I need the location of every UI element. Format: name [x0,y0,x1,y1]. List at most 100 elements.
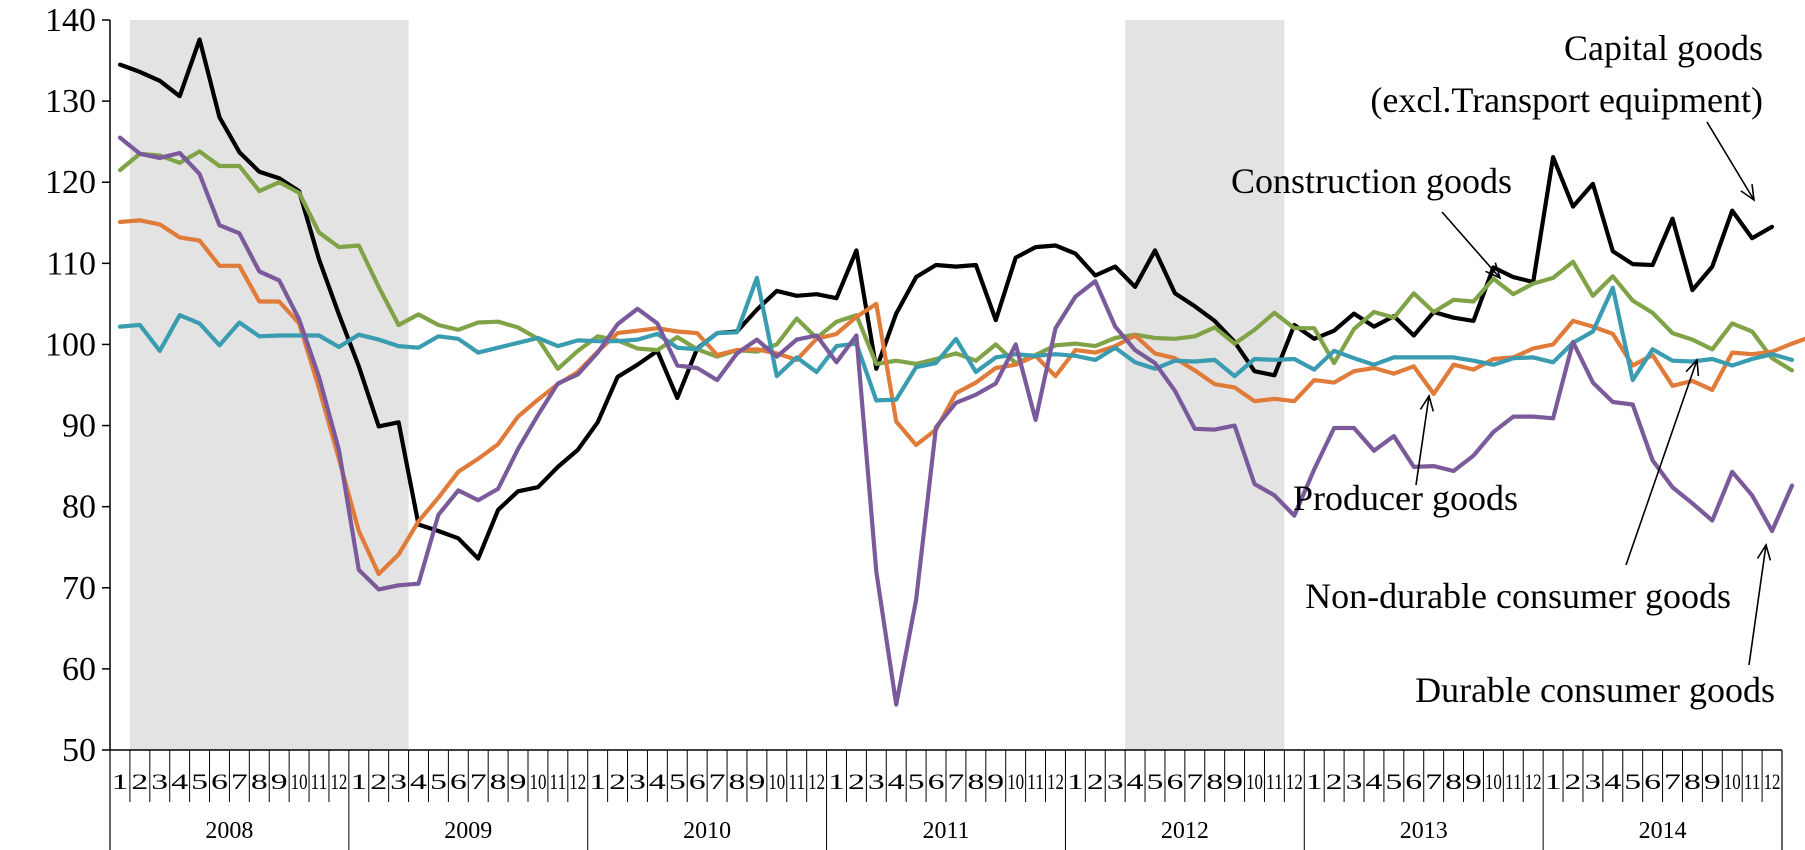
x-month-label: 9 [271,769,288,794]
y-tick-label-100: 100 [45,326,96,363]
x-month-label: 2 [848,769,865,794]
x-month-label: 6 [1644,769,1661,794]
y-tick-label-70: 70 [62,570,96,607]
x-month-label: 10 [1724,769,1741,794]
axes-layer [102,19,1783,850]
x-month-label: 11 [788,769,805,794]
annotation-durable-consumer-goods: Durable consumer goods [1415,670,1775,710]
recession-shading-layer [129,20,1285,750]
annotations-layer: Capital goods (excl.Transport equipment)… [1231,28,1775,710]
x-month-label: 6 [928,769,945,794]
x-month-label: 11 [549,769,566,794]
annotation-producer-goods: Producer goods [1293,478,1518,518]
x-month-label: 3 [1584,769,1601,794]
x-month-label: 10 [1485,769,1502,794]
x-month-label: 10 [291,769,308,794]
y-tick-label-80: 80 [62,489,96,526]
x-month-label: 8 [490,769,507,794]
x-month-label: 5 [908,769,925,794]
arrow-producer-goods-head [1419,394,1435,412]
x-month-label: 4 [1127,769,1144,794]
annotation-capital-goods-line2: (excl.Transport equipment) [1370,80,1763,120]
x-month-label: 1 [350,769,367,794]
annotation-construction-goods: Construction goods [1231,161,1512,201]
x-month-label: 9 [987,769,1004,794]
arrow-capital-goods-head [1740,184,1756,202]
x-month-label: 3 [1107,769,1124,794]
x-month-label: 12 [1525,769,1542,794]
arrow-capital-goods-shaft [1706,121,1755,201]
x-month-label: 5 [191,769,208,794]
x-month-label: 1 [1067,769,1084,794]
arrow-construction-goods-head [1485,262,1502,280]
series-layer [117,37,1805,707]
recession-shade-1 [129,20,409,750]
x-month-label: 4 [1366,769,1383,794]
series-line-producer-goods [117,218,1805,577]
annotation-non-durable-consumer-goods: Non-durable consumer goods [1305,576,1731,616]
x-month-label: 2 [131,769,148,794]
recession-shade-2 [1125,20,1285,750]
x-month-label: 7 [231,769,248,794]
y-tick-label-140: 140 [45,2,96,39]
x-month-label: 9 [1226,769,1243,794]
x-month-label: 3 [151,769,168,794]
x-month-label: 9 [1704,769,1721,794]
arrow-durable-consumer-goods-head [1756,543,1772,561]
x-month-label: 1 [828,769,845,794]
x-year-label-2014: 2014 [1639,818,1687,844]
x-month-label: 3 [629,769,646,794]
x-month-label: 10 [1246,769,1263,794]
x-month-label: 11 [1505,769,1522,794]
x-month-label: 3 [390,769,407,794]
arrow-durable-consumer-goods-shaft [1748,544,1767,666]
y-tick-label-130: 130 [45,83,96,120]
x-month-label: 5 [430,769,447,794]
x-month-label: 4 [1604,769,1621,794]
x-month-label: 1 [1545,769,1562,794]
y-tick-label-120: 120 [45,164,96,201]
x-month-label: 7 [709,769,726,794]
x-month-label: 10 [530,769,547,794]
x-month-label: 11 [1027,769,1044,794]
x-month-label: 9 [510,769,527,794]
x-month-label: 9 [748,769,765,794]
x-month-label: 12 [1764,769,1781,794]
x-month-label: 1 [112,769,129,794]
x-month-label: 8 [1206,769,1223,794]
x-month-label: 4 [649,769,666,794]
x-month-label: 10 [768,769,785,794]
x-month-label: 6 [1166,769,1183,794]
x-month-label: 2 [370,769,387,794]
x-month-label: 4 [410,769,427,794]
x-month-label: 2 [1087,769,1104,794]
arrow-producer-goods-shaft [1415,395,1430,486]
series-line-durable-consumer-goods [117,135,1795,707]
x-month-label: 12 [1047,769,1064,794]
annotation-capital-goods-line1: Capital goods [1564,28,1763,68]
x-month-label: 7 [948,769,965,794]
y-tick-label-50: 50 [62,732,96,769]
x-month-label: 10 [1007,769,1024,794]
x-month-label: 1 [1306,769,1323,794]
x-month-label: 4 [171,769,188,794]
x-month-label: 8 [1684,769,1701,794]
x-year-label-2013: 2013 [1400,818,1448,844]
x-month-label: 11 [311,769,328,794]
arrow-construction-goods-shaft [1441,211,1501,279]
x-month-label: 3 [1346,769,1363,794]
x-month-label: 12 [808,769,825,794]
x-year-label-2008: 2008 [205,818,253,844]
x-month-label: 7 [1664,769,1681,794]
x-month-label: 11 [1266,769,1283,794]
x-month-label: 2 [1565,769,1582,794]
x-month-label: 5 [1624,769,1641,794]
x-month-label: 2 [1326,769,1343,794]
series-line-construction-goods [117,149,1795,373]
x-month-label: 5 [1147,769,1164,794]
x-month-label: 4 [888,769,905,794]
x-month-label: 3 [868,769,885,794]
